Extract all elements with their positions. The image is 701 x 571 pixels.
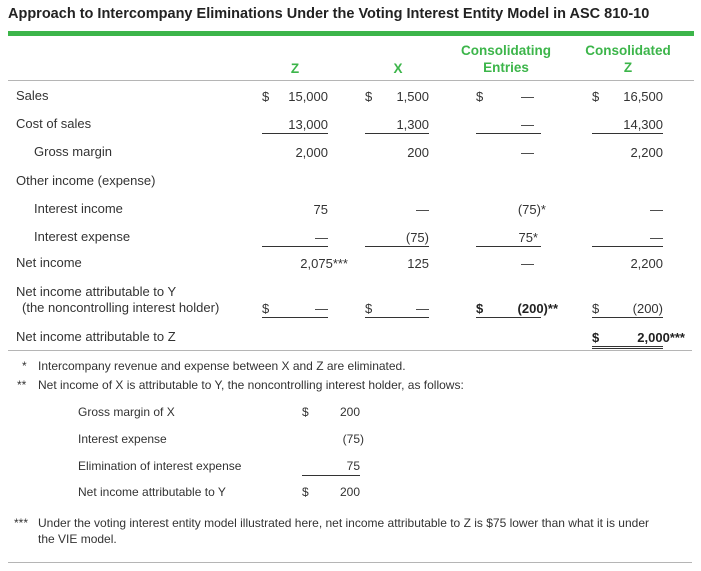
sales-consolidated: $16,500: [592, 89, 663, 104]
row-label-interest-expense: Interest expense: [34, 229, 131, 244]
ii-x: —: [416, 202, 429, 217]
row-label-nci-2: (the noncontrolling interest holder): [22, 300, 220, 315]
row-label-nci-1: Net income attributable to Y: [16, 284, 177, 299]
sales-z: $15,000: [262, 89, 328, 104]
footnote-2-mark: **: [17, 378, 27, 392]
footnote-3-cont: the VIE model.: [38, 532, 117, 546]
header-z: Z: [290, 61, 300, 76]
header-x: X: [393, 61, 403, 76]
sub-label: Net income attributable to Y: [78, 485, 226, 499]
cos-consolidated: 14,300: [592, 116, 663, 134]
sub-label: Gross margin of X: [78, 405, 175, 419]
row-label-gross-margin: Gross margin: [34, 144, 113, 159]
sales-x: $1,500: [365, 89, 429, 104]
sub-label: Elimination of interest expense: [78, 459, 242, 473]
nci-x: $ —: [365, 301, 429, 318]
cos-x: 1,300: [365, 116, 429, 134]
footnote-2: Net income of X is attributable to Y, th…: [38, 378, 464, 392]
row-label-other-income: Other income (expense): [16, 173, 156, 188]
ie-x: (75): [365, 229, 429, 247]
row-label-interest-income: Interest income: [34, 201, 123, 216]
header-consolidated: Consolidated: [585, 43, 671, 58]
sub-value: 75: [302, 458, 360, 476]
ii-entries: (75)*: [517, 202, 546, 217]
nci-z: $ —: [262, 301, 328, 318]
ni-consolidated: 2,200: [630, 256, 663, 271]
footnote-1-mark: *: [22, 359, 27, 373]
ni-z: 2,075***: [300, 256, 348, 271]
ii-z: 75: [313, 202, 328, 217]
row-label-net-income: Net income: [16, 255, 82, 270]
row-label-net-income-z: Net income attributable to Z: [16, 329, 176, 344]
sub-value: $200: [302, 405, 360, 419]
gm-consolidated: 2,200: [630, 145, 663, 160]
sub-value: (75): [342, 432, 364, 446]
gm-entries: —: [521, 145, 534, 160]
ni-entries: —: [521, 256, 534, 271]
title-rule: [8, 31, 694, 36]
gm-z: 2,000: [295, 145, 328, 160]
footnote-3: Under the voting interest entity model i…: [38, 516, 649, 530]
header-consolidating: Consolidating: [461, 43, 551, 58]
ie-z: —: [262, 229, 328, 247]
bottom-divider: [8, 562, 692, 563]
cos-entries: —: [476, 116, 541, 134]
sub-value: $200: [302, 485, 360, 499]
nci-consolidated: $ (200): [592, 301, 663, 318]
row-label-cost-of-sales: Cost of sales: [16, 116, 92, 131]
ie-consolidated: —: [592, 229, 663, 247]
ie-entries: 75*: [476, 229, 541, 247]
cos-z: 13,000: [262, 116, 328, 134]
header-consolidated-z: Z: [623, 60, 633, 75]
header-entries: Entries: [483, 60, 529, 75]
footnote-3-mark: ***: [14, 516, 29, 530]
header-divider: [8, 80, 694, 81]
gm-x: 200: [407, 145, 429, 160]
row-label-sales: Sales: [16, 88, 49, 103]
ii-consolidated: —: [650, 202, 663, 217]
table-divider: [8, 350, 692, 351]
sales-entries: $ —: [476, 89, 534, 104]
ni-x: 125: [407, 256, 429, 271]
footnote-1: Intercompany revenue and expense between…: [38, 359, 406, 373]
sub-label: Interest expense: [78, 432, 167, 446]
nci-entries: $ (200)**: [476, 301, 558, 318]
niz-consolidated: $2,000***: [592, 329, 685, 349]
page-title: Approach to Intercompany Eliminations Un…: [8, 6, 650, 22]
